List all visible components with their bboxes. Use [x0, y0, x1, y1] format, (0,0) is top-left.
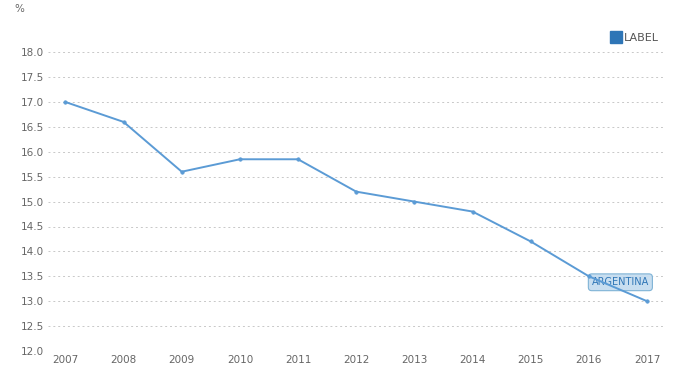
Legend: LABEL: LABEL — [607, 28, 663, 48]
Text: ARGENTINA: ARGENTINA — [592, 277, 649, 287]
Text: %: % — [14, 4, 24, 14]
